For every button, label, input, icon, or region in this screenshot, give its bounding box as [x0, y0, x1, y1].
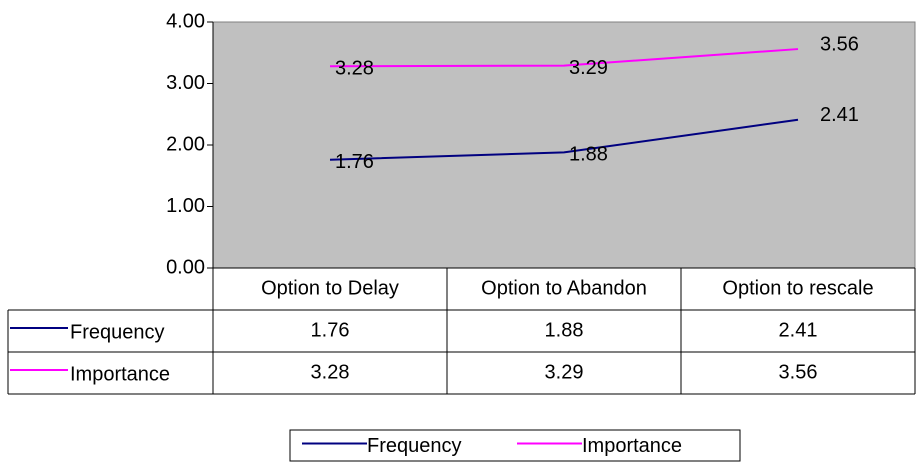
data-label: 1.76 [335, 151, 374, 173]
x-tick-label: Option to rescale [722, 277, 873, 299]
y-tick-label: 1.00 [166, 195, 205, 217]
legend-label: Frequency [367, 435, 462, 457]
legend-box [289, 429, 741, 462]
table-cell: 3.28 [311, 361, 350, 383]
x-tick-label: Option to Abandon [481, 277, 647, 299]
y-tick-label: 2.00 [166, 133, 205, 155]
table-row-label: Frequency [70, 321, 165, 343]
series-line [329, 118, 799, 161]
data-label: 3.29 [569, 57, 608, 79]
table-cell: 3.29 [545, 361, 584, 383]
table-cell: 1.76 [311, 319, 350, 341]
y-tick-label: 3.00 [166, 72, 205, 94]
data-label: 3.28 [335, 58, 374, 80]
y-tick-label: 4.00 [166, 10, 205, 32]
legend-label: Importance [582, 435, 682, 457]
series-line [329, 48, 799, 68]
table-cell: 2.41 [779, 319, 818, 341]
x-tick-label: Option to Delay [261, 277, 399, 299]
plot-area [212, 21, 916, 269]
data-label: 3.56 [820, 33, 859, 55]
table-row-label: Importance [70, 363, 170, 385]
y-tick-label: 0.00 [166, 256, 205, 278]
table-cell: 3.56 [779, 361, 818, 383]
table-cell: 1.88 [545, 319, 584, 341]
data-label: 1.88 [569, 144, 608, 166]
data-label: 2.41 [820, 104, 859, 126]
